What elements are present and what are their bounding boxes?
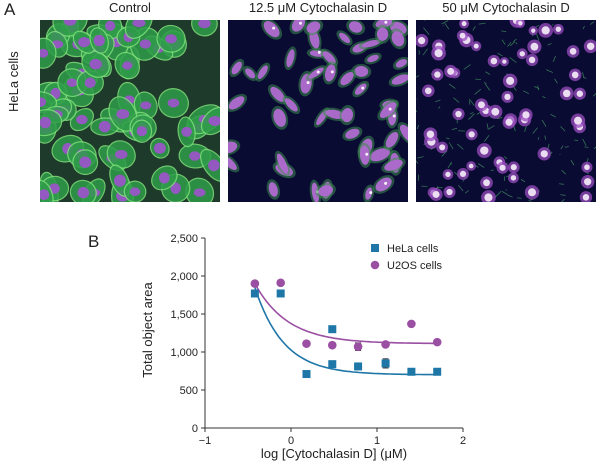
data-point-hela bbox=[433, 367, 442, 376]
data-point-u2os bbox=[327, 340, 337, 350]
y-tick-label: 1,000 bbox=[170, 347, 198, 359]
column-title-50um: 50 μM Cytochalasin D bbox=[442, 0, 570, 15]
y-tick-label: 500 bbox=[180, 385, 198, 397]
data-point-hela bbox=[328, 360, 337, 369]
legend-label: HeLa cells bbox=[387, 243, 439, 255]
x-tick-label: 0 bbox=[288, 435, 294, 447]
column-title-control: Control bbox=[109, 0, 151, 15]
fit-curve-hela bbox=[254, 287, 439, 376]
x-tick-label: −1 bbox=[199, 435, 212, 447]
x-axis-label: log [Cytochalasin D] (μM) bbox=[261, 446, 407, 461]
y-tick-label: 2,500 bbox=[170, 233, 198, 245]
data-point-u2os bbox=[250, 279, 260, 288]
y-tick-label: 1,500 bbox=[170, 309, 198, 321]
data-point-hela bbox=[250, 289, 259, 298]
fit-curve-u2os bbox=[254, 283, 439, 345]
data-point-u2os bbox=[276, 278, 285, 288]
y-tick-label: 0 bbox=[192, 423, 198, 435]
data-point-hela bbox=[328, 325, 337, 334]
data-point-hela bbox=[276, 289, 285, 298]
data-point-hela bbox=[381, 359, 390, 368]
data-point-u2os bbox=[407, 319, 416, 329]
micrograph-50um bbox=[416, 20, 596, 202]
legend-marker-hela bbox=[371, 244, 379, 252]
data-point-u2os bbox=[353, 342, 363, 351]
panel-b-letter: B bbox=[88, 232, 100, 251]
data-point-u2os bbox=[432, 337, 442, 347]
data-point-hela bbox=[354, 362, 363, 371]
data-point-hela bbox=[407, 367, 416, 376]
legend-marker-u2os bbox=[370, 260, 380, 270]
y-tick-label: 2,000 bbox=[170, 271, 198, 283]
column-title-12-5um: 12.5 μM Cytochalasin D bbox=[248, 0, 388, 15]
micrograph-12-5um bbox=[228, 20, 408, 202]
data-point-u2os bbox=[381, 340, 390, 349]
x-tick-label: 2 bbox=[460, 435, 466, 447]
x-tick-label: 1 bbox=[374, 435, 380, 447]
data-point-hela bbox=[302, 370, 311, 379]
legend-label: U2OS cells bbox=[387, 260, 443, 272]
y-axis-label: Total object area bbox=[140, 282, 155, 378]
panel-a-letter: A bbox=[4, 0, 16, 19]
data-point-u2os bbox=[302, 339, 311, 348]
micrograph-control bbox=[40, 20, 220, 202]
